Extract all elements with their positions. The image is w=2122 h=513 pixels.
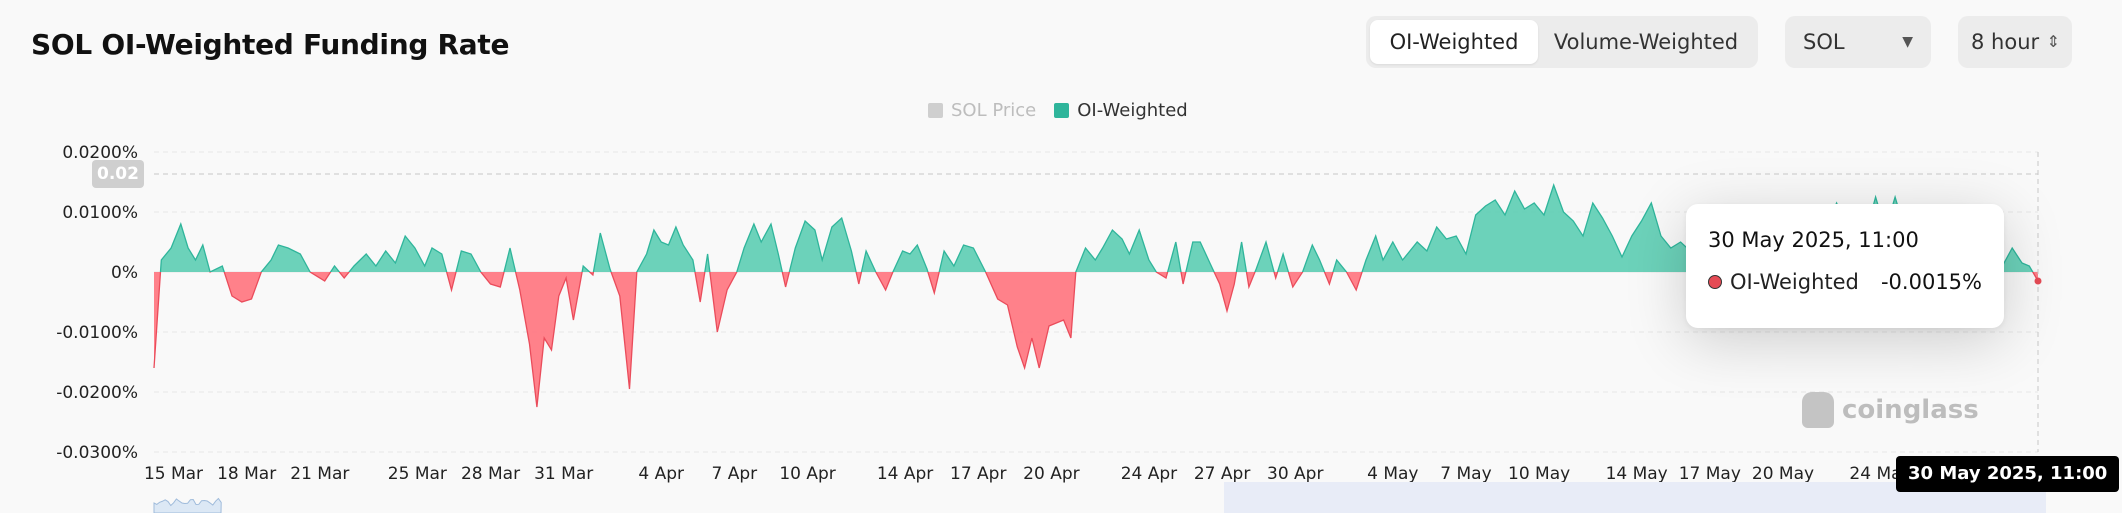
watermark-text: coinglass xyxy=(1842,395,1979,425)
x-tick-label: 27 Apr xyxy=(1194,464,1250,484)
interval-select-value: 8 hour xyxy=(1971,30,2040,54)
legend-label-oi-weighted: OI-Weighted xyxy=(1077,100,1188,121)
x-tick-label: 7 May xyxy=(1440,464,1491,484)
legend-swatch-sol-price xyxy=(928,103,943,118)
x-tick-label: 4 May xyxy=(1367,464,1418,484)
coin-select[interactable]: SOL ▼ xyxy=(1785,16,1931,68)
legend-label-sol-price: SOL Price xyxy=(951,100,1037,121)
positive-area xyxy=(154,185,2038,272)
tab-volume-weighted[interactable]: Volume-Weighted xyxy=(1553,30,1739,54)
up-down-chevron-icon: ⇕ xyxy=(2046,32,2060,51)
x-tick-label: 21 Mar xyxy=(290,464,349,484)
negative-area xyxy=(154,272,2038,407)
y-tick-label: -0.0200% xyxy=(56,383,138,403)
hover-point xyxy=(2034,277,2042,285)
x-tick-label: 31 Mar xyxy=(534,464,593,484)
tooltip-series-name: OI-Weighted xyxy=(1730,270,1859,294)
y-tick-label: 0.0200% xyxy=(62,143,138,163)
legend-item-oi-weighted[interactable]: OI-Weighted xyxy=(1054,100,1188,121)
x-tick-label: 20 May xyxy=(1752,464,1814,484)
page-title: SOL OI-Weighted Funding Rate xyxy=(31,28,510,61)
x-tick-label: 14 Apr xyxy=(877,464,933,484)
negative-line xyxy=(153,272,2039,408)
x-tick-label: 14 May xyxy=(1606,464,1668,484)
x-tick-label: 10 Apr xyxy=(779,464,835,484)
navigator-sparkline xyxy=(153,497,222,513)
x-tick-label: 18 Mar xyxy=(217,464,276,484)
x-tick-label: 28 Mar xyxy=(461,464,520,484)
caret-down-icon: ▼ xyxy=(1902,34,1913,50)
crosshair-x-label: 30 May 2025, 11:00 xyxy=(1896,456,2120,492)
interval-select[interactable]: 8 hour ⇕ xyxy=(1958,16,2072,68)
legend-item-sol-price[interactable]: SOL Price xyxy=(928,100,1036,121)
x-tick-label: 17 Apr xyxy=(950,464,1006,484)
x-tick-label: 15 Mar xyxy=(144,464,203,484)
x-tick-label: 10 May xyxy=(1508,464,1570,484)
y-tick-label: 0.0100% xyxy=(62,203,138,223)
y-tick-label: -0.0300% xyxy=(56,443,138,463)
tooltip-row: OI-Weighted -0.0015% xyxy=(1708,270,1982,294)
x-tick-label: 7 Apr xyxy=(712,464,758,484)
weighting-toggle: OI-Weighted Volume-Weighted xyxy=(1366,16,1758,68)
tooltip-date: 30 May 2025, 11:00 xyxy=(1708,228,1919,252)
legend-swatch-oi-weighted xyxy=(1054,103,1070,118)
tab-oi-weighted[interactable]: OI-Weighted xyxy=(1370,20,1538,64)
x-tick-label: 24 Apr xyxy=(1121,464,1177,484)
x-tick-label: 4 Apr xyxy=(638,464,684,484)
tooltip-value: -0.0015% xyxy=(1880,270,1982,294)
x-tick-label: 17 May xyxy=(1679,464,1741,484)
coinglass-watermark: coinglass xyxy=(1802,392,1979,428)
y-tick-label: 0% xyxy=(111,263,138,283)
x-tick-label: 30 Apr xyxy=(1267,464,1323,484)
tooltip-series-dot xyxy=(1708,275,1722,289)
x-tick-label: 25 Mar xyxy=(388,464,447,484)
y-tick-label: -0.0100% xyxy=(56,323,138,343)
x-tick-label: 20 Apr xyxy=(1023,464,1079,484)
chart-tooltip: 30 May 2025, 11:00 OI-Weighted -0.0015% xyxy=(1686,204,2004,328)
coinglass-logo-icon xyxy=(1802,392,1834,428)
coin-select-value: SOL xyxy=(1803,30,1845,54)
crosshair-y-label: 0.02 xyxy=(92,160,144,188)
chart-legend: SOL Price OI-Weighted xyxy=(928,100,1188,121)
